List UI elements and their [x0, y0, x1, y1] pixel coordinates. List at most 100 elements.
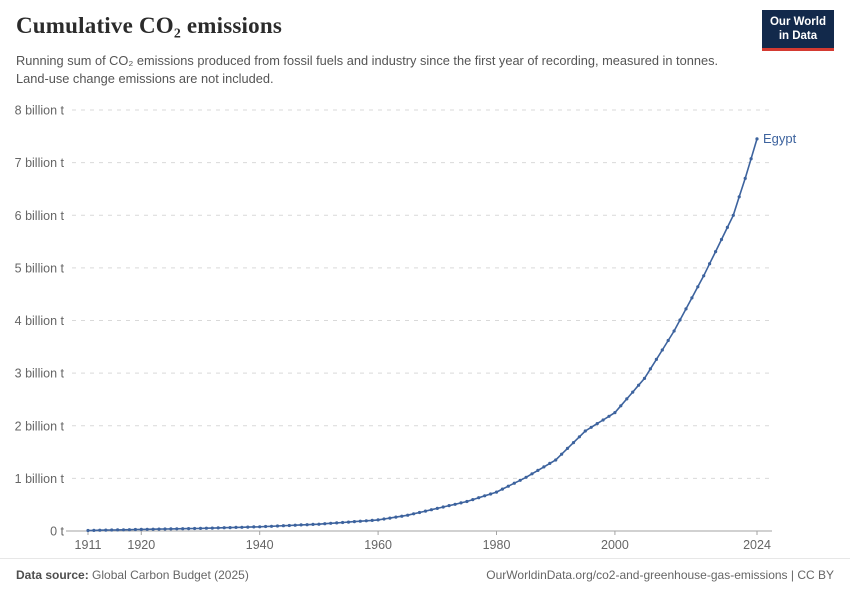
series-marker [157, 527, 161, 531]
x-tick-label: 2000 [601, 538, 629, 552]
series-marker [607, 414, 611, 418]
series-marker [92, 528, 96, 532]
series-marker [317, 522, 321, 526]
series-line-egypt[interactable] [87, 138, 758, 532]
series-marker [370, 518, 374, 522]
series-marker [264, 524, 268, 529]
series-marker [637, 383, 641, 387]
series-marker [435, 506, 439, 510]
series-marker [145, 527, 149, 531]
series-marker [512, 481, 516, 485]
series-marker [139, 527, 143, 531]
series-marker [684, 307, 688, 311]
series-marker [743, 176, 747, 180]
series-marker [542, 465, 546, 469]
chart-canvas[interactable]: 0 t 1 billion t 2 billion t 3 billion t 4 bi… [0, 100, 850, 558]
x-tick-label: 1960 [364, 538, 392, 552]
series-marker [672, 329, 676, 333]
series-marker [222, 526, 226, 530]
series-marker [388, 516, 392, 520]
series-marker [210, 526, 214, 530]
series-marker [725, 225, 730, 229]
series-end-label[interactable]: Egypt [763, 131, 797, 146]
series-marker [104, 528, 108, 532]
x-tick-label: 1911 [75, 538, 102, 552]
series-marker [441, 505, 445, 509]
series-marker [577, 435, 582, 439]
y-tick-label: 2 billion t [15, 419, 65, 433]
owid-logo-line1: Our World [769, 16, 826, 28]
series-marker [258, 525, 262, 529]
y-tick-label: 4 billion t [15, 314, 65, 328]
line-chart[interactable]: 0 t 1 billion t 2 billion t 3 billion t 4 bi… [0, 100, 850, 558]
x-tick-label: 1980 [483, 538, 511, 552]
series-marker [329, 521, 333, 525]
series-marker [690, 296, 694, 300]
series-marker [571, 441, 576, 445]
series-marker [86, 528, 90, 533]
series-marker [275, 524, 280, 528]
series-marker [678, 318, 682, 322]
series-marker [412, 512, 416, 516]
series-marker [518, 478, 522, 482]
series-marker [287, 523, 291, 528]
series-marker [601, 418, 605, 422]
series-marker [714, 250, 718, 254]
owid-logo[interactable]: Our World in Data [761, 10, 834, 51]
series-marker [536, 468, 540, 472]
series-marker [631, 390, 635, 394]
series-marker [660, 348, 664, 352]
y-tick-label: 0 t [50, 525, 64, 539]
series-marker [554, 458, 558, 462]
series-marker [654, 357, 659, 361]
data-source: Data source: Global Carbon Budget (2025) [16, 568, 249, 582]
series-marker [269, 524, 274, 528]
series-marker [708, 262, 712, 266]
series-marker [589, 425, 593, 429]
series-marker [471, 498, 475, 502]
series-marker [400, 514, 404, 518]
x-tick-label: 2024 [743, 538, 771, 552]
series-marker [187, 527, 191, 531]
series-marker [299, 523, 303, 527]
series-marker [98, 528, 102, 532]
series-marker [364, 519, 368, 523]
series-marker [406, 513, 410, 517]
series-marker [429, 508, 433, 512]
series-marker [246, 525, 250, 529]
chart-subtitle: Running sum of CO₂ emissions produced fr… [16, 53, 719, 86]
series-marker [696, 285, 700, 289]
series-marker [583, 429, 587, 433]
series-marker [548, 461, 552, 465]
series-marker [619, 404, 623, 408]
y-tick-label: 3 billion t [15, 367, 65, 381]
series-marker [494, 490, 499, 494]
y-tick-label: 8 billion t [15, 104, 65, 118]
x-tick-label: 1940 [246, 538, 274, 552]
series-marker [376, 518, 380, 522]
footer-link[interactable]: OurWorldinData.org/co2-and-greenhouse-ga… [486, 568, 834, 582]
series-marker [755, 137, 759, 141]
owid-logo-line2: in Data [778, 30, 818, 43]
chart-footer: Data source: Global Carbon Budget (2025)… [0, 558, 850, 600]
series-marker [625, 397, 629, 401]
series-marker [181, 527, 185, 531]
series-marker [293, 523, 297, 527]
series-marker [341, 520, 345, 525]
series-marker [204, 526, 208, 530]
series-marker [648, 367, 653, 371]
series-marker [506, 484, 510, 488]
chart-title: Cumulative CO₂ emissions [16, 13, 282, 38]
series-marker [352, 520, 356, 524]
series-marker [169, 527, 173, 531]
series-marker [127, 528, 131, 532]
data-source-label: Data source: [16, 568, 89, 582]
series-marker [240, 525, 244, 529]
series-marker [394, 515, 398, 519]
series-marker [613, 411, 617, 415]
data-source-value: Global Carbon Budget (2025) [92, 568, 249, 582]
series-marker [423, 509, 428, 513]
series-marker [252, 525, 256, 529]
series-marker [228, 526, 232, 530]
